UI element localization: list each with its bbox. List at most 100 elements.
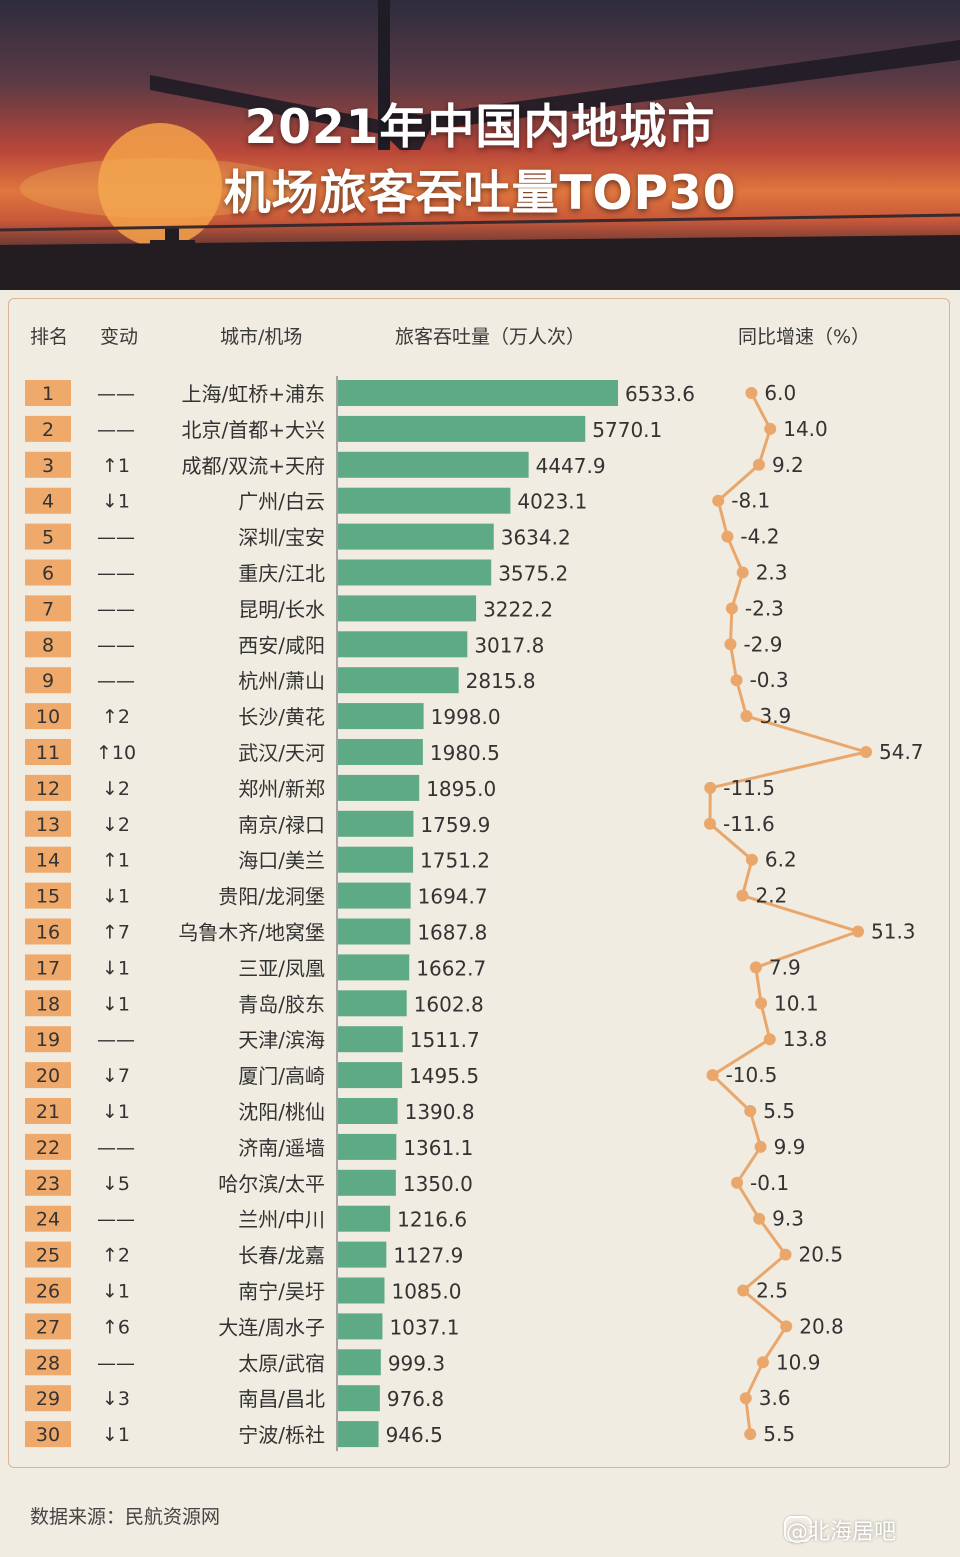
throughput-value-label: 1495.5 xyxy=(409,1064,479,1088)
throughput-bar xyxy=(338,774,420,801)
city-label: 南宁/吴圩 xyxy=(238,1280,325,1304)
change-label: —— xyxy=(97,527,135,549)
city-label: 杭州/萧山 xyxy=(238,669,325,693)
throughput-value-label: 5770.1 xyxy=(592,418,662,442)
rank-label: 27 xyxy=(36,1316,60,1338)
throughput-value-label: 1361.1 xyxy=(403,1136,473,1160)
change-label: —— xyxy=(97,419,135,441)
growth-point xyxy=(756,1356,769,1369)
rank-box xyxy=(25,559,71,586)
growth-point xyxy=(731,1176,744,1189)
rank-label: 26 xyxy=(36,1281,60,1303)
throughput-value-label: 4447.9 xyxy=(536,454,606,478)
change-label: ↓1 xyxy=(102,1424,130,1446)
growth-value-label: 2.5 xyxy=(756,1279,788,1303)
throughput-value-label: 1085.0 xyxy=(391,1280,461,1304)
rank-label: 25 xyxy=(36,1245,60,1267)
throughput-bar xyxy=(338,918,411,945)
rank-box xyxy=(25,415,71,442)
growth-value-label: 20.5 xyxy=(799,1243,844,1267)
growth-point xyxy=(752,458,765,471)
data-source: 数据来源：民航资源网 xyxy=(30,1506,221,1528)
throughput-bar xyxy=(338,523,494,550)
rank-box xyxy=(25,774,71,801)
throughput-value-label: 1037.1 xyxy=(389,1315,459,1339)
change-label: ↓1 xyxy=(102,1281,130,1303)
city-label: 西安/咸阳 xyxy=(238,633,325,657)
rank-box xyxy=(25,703,71,730)
city-label: 三亚/凤凰 xyxy=(238,956,325,980)
rank-label: 22 xyxy=(36,1137,60,1159)
city-label: 厦门/高崎 xyxy=(238,1064,325,1088)
rank-label: 16 xyxy=(36,922,60,944)
growth-point xyxy=(754,1140,767,1153)
rank-box xyxy=(25,1205,71,1232)
change-label: ↓2 xyxy=(102,814,130,836)
rank-label: 30 xyxy=(36,1424,60,1446)
throughput-value-label: 3575.2 xyxy=(498,562,568,586)
city-label: 广州/白云 xyxy=(238,490,325,514)
change-label: —— xyxy=(97,383,135,405)
rank-label: 14 xyxy=(36,850,60,872)
growth-value-label: 5.5 xyxy=(763,1099,795,1123)
throughput-value-label: 1694.7 xyxy=(418,885,488,909)
city-label: 郑州/新郑 xyxy=(238,777,325,801)
rank-label: 11 xyxy=(36,742,60,764)
change-label: ↑1 xyxy=(102,850,130,872)
growth-point xyxy=(730,674,743,687)
throughput-value-label: 1895.0 xyxy=(426,777,496,801)
rank-label: 9 xyxy=(42,670,54,692)
rank-label: 24 xyxy=(36,1209,60,1231)
throughput-bar xyxy=(338,595,477,622)
growth-point xyxy=(721,530,734,543)
throughput-bar xyxy=(338,1026,403,1053)
throughput-bar xyxy=(338,1205,391,1232)
rank-box xyxy=(25,1277,71,1304)
growth-value-label: 2.2 xyxy=(755,884,787,908)
change-label: ↓2 xyxy=(102,778,130,800)
change-label: ↑10 xyxy=(96,742,136,764)
city-label: 宁波/栎社 xyxy=(238,1423,325,1447)
change-label: ↑2 xyxy=(102,706,130,728)
growth-point xyxy=(704,817,716,830)
rank-box xyxy=(25,1241,71,1268)
header-growth: 同比增速（%） xyxy=(738,326,871,348)
change-label: ↓1 xyxy=(102,1101,130,1123)
rank-label: 1 xyxy=(42,383,54,405)
change-label: ↑6 xyxy=(102,1316,130,1338)
rank-box xyxy=(25,1313,71,1340)
growth-value-label: 6.0 xyxy=(764,381,796,405)
throughput-bar xyxy=(338,380,618,406)
rank-box xyxy=(25,1133,71,1160)
growth-value-label: -0.3 xyxy=(750,668,789,692)
growth-point xyxy=(779,1248,792,1261)
growth-value-label: 13.8 xyxy=(783,1027,828,1051)
throughput-value-label: 1350.0 xyxy=(403,1172,473,1196)
growth-point xyxy=(712,494,725,507)
rank-box xyxy=(25,667,71,694)
rank-label: 7 xyxy=(42,598,54,620)
change-label: ↓1 xyxy=(102,993,130,1015)
throughput-bar xyxy=(338,1313,383,1340)
city-label: 武汉/天河 xyxy=(238,741,325,765)
throughput-value-label: 6533.6 xyxy=(625,382,695,406)
throughput-bar xyxy=(338,739,423,765)
rank-box xyxy=(25,523,71,550)
growth-point xyxy=(749,961,762,974)
throughput-bar xyxy=(338,1062,403,1089)
growth-point xyxy=(745,387,758,399)
rank-box xyxy=(25,380,71,406)
city-label: 深圳/宝安 xyxy=(238,526,325,550)
chart-title-line2: 机场旅客吞吐量TOP30 xyxy=(223,166,737,221)
throughput-bar xyxy=(338,1349,381,1376)
growth-value-label: 2.3 xyxy=(756,561,788,585)
rank-box xyxy=(25,487,71,514)
growth-point xyxy=(739,1392,752,1405)
rank-box xyxy=(25,1385,71,1412)
rank-label: 4 xyxy=(42,491,54,513)
city-label: 长春/龙嘉 xyxy=(238,1244,325,1268)
rank-label: 29 xyxy=(36,1388,60,1410)
throughput-value-label: 2815.8 xyxy=(466,669,536,693)
growth-point xyxy=(860,746,872,758)
watermark: @北海居吧 xyxy=(786,1520,897,1545)
